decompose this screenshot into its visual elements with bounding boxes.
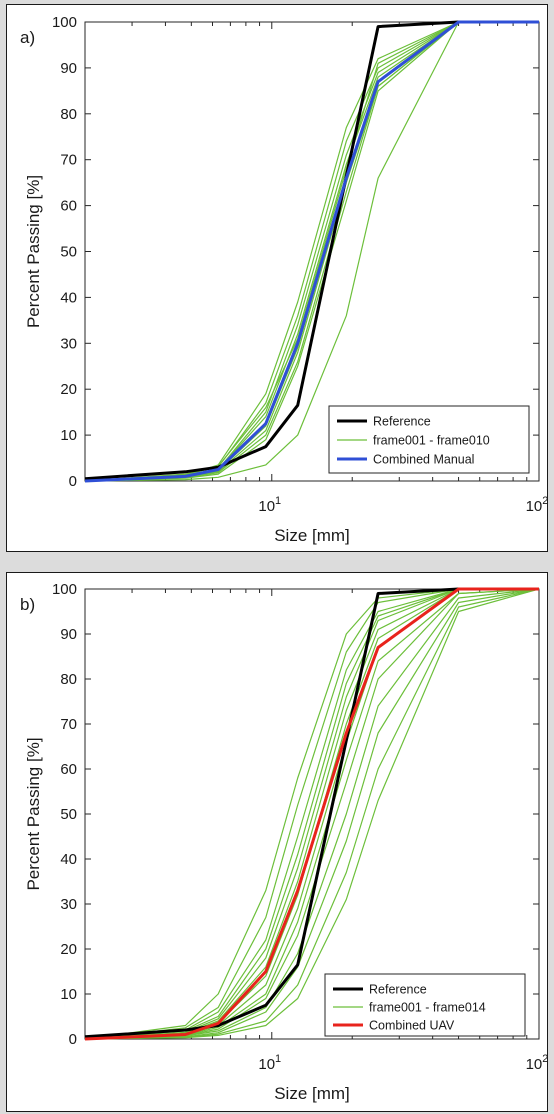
chart-b-frame-line [84, 588, 540, 1040]
chart-a-y-tick-label: 80 [60, 106, 77, 123]
chart-b-y-tick-label: 90 [60, 626, 77, 643]
chart-b-frame-line [84, 588, 540, 1040]
chart-b-y-tick-label: 60 [60, 761, 77, 778]
chart-b-y-tick-label: 10 [60, 986, 77, 1003]
chart-b-frame-line [84, 588, 539, 1040]
chart-b-frame-line [84, 588, 540, 1040]
chart-a-y-tick-label: 70 [60, 152, 77, 169]
chart-a-frame-line [84, 21, 539, 482]
chart-b-y-tick-label: 70 [60, 716, 77, 733]
chart-b-panel-label: b) [20, 595, 35, 614]
chart-a-x-tick-label: 101 [258, 495, 281, 515]
chart-b-y-tick-label: 20 [60, 941, 77, 958]
chart-a-legend-label: Reference [373, 415, 431, 429]
chart-b-reference-line [84, 587, 539, 1039]
chart-a-panel-label: a) [20, 28, 35, 47]
chart-a-frame-line [84, 21, 539, 482]
chart-a-svg: 0 10 20 30 40 50 60 70 80 90 100 101 102 Reference fra… [20, 14, 549, 545]
chart-a-y-tick-label: 10 [60, 427, 77, 444]
chart-b-legend-label: Reference [369, 983, 427, 997]
chart-a-legend-label: Combined Manual [373, 453, 474, 467]
chart-a-y-tick-label: 40 [60, 289, 77, 306]
chart-a-y-tick-label: 100 [52, 14, 77, 31]
chart-b-y-tick-label: 100 [52, 581, 77, 598]
chart-b-y-tick-label: 50 [60, 806, 77, 823]
chart-a-y-tick-label: 30 [60, 335, 77, 352]
chart-b-legend-label: frame001 - frame014 [369, 1001, 486, 1015]
chart-a-y-axis-title: Percent Passing [%] [24, 175, 43, 328]
chart-a-y-tick-label: 90 [60, 60, 77, 77]
chart-panel-a: 0 10 20 30 40 50 60 70 80 90 100 101 102 Reference fra… [6, 4, 548, 552]
chart-b-y-tick-label: 30 [60, 896, 77, 913]
chart-b-frame-line [84, 588, 539, 1040]
chart-a-y-tick-label: 20 [60, 381, 77, 398]
chart-a-combined-line [84, 20, 539, 483]
chart-a-y-tick-label: 0 [69, 473, 77, 490]
chart-b-y-tick-label: 40 [60, 851, 77, 868]
chart-b-plot-area [84, 588, 540, 1040]
chart-b-x-tick-label: 101 [258, 1053, 281, 1073]
chart-b-legend-label: Combined UAV [369, 1019, 455, 1033]
chart-b-y-tick-label: 0 [69, 1031, 77, 1048]
chart-b-y-axis-title: Percent Passing [%] [24, 737, 43, 890]
chart-b-frame-line [84, 588, 540, 1040]
chart-panel-b: 0 10 20 30 40 50 60 70 80 90 100 101 102 Reference fra… [6, 572, 548, 1112]
chart-a-legend-label: frame001 - frame010 [373, 434, 490, 448]
chart-a-reference-line [84, 20, 539, 481]
chart-b-frame-line [84, 588, 539, 1040]
chart-b-y-tick-label: 80 [60, 671, 77, 688]
chart-a-x-tick-label: 102 [526, 495, 549, 515]
chart-a-x-axis-title: Size [mm] [274, 526, 350, 545]
chart-b-svg: 0 10 20 30 40 50 60 70 80 90 100 101 102 Reference fra… [20, 581, 549, 1103]
chart-b-x-tick-label: 102 [526, 1053, 549, 1073]
chart-a-y-tick-label: 50 [60, 244, 77, 261]
chart-b-x-axis-title: Size [mm] [274, 1084, 350, 1103]
chart-b-frame-line [84, 588, 540, 1040]
chart-a-y-tick-label: 60 [60, 198, 77, 215]
chart-b-combined-line [84, 587, 539, 1041]
